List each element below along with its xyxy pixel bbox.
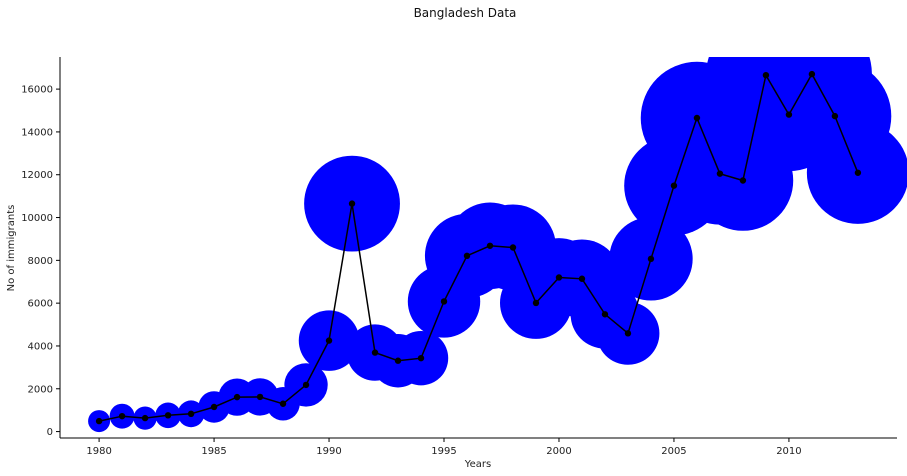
- x-tick-layer: 1980 1985 1990 1995 2000 2005 2010: [86, 438, 802, 457]
- y-tick-label: 8000: [28, 256, 53, 267]
- y-tick-label: 16000: [21, 85, 53, 96]
- y-tick-label: 0: [47, 427, 53, 438]
- y-tick-label: 4000: [28, 341, 53, 352]
- data-point: [601, 311, 609, 318]
- data-point: [233, 393, 241, 401]
- series-line: [98, 72, 859, 422]
- data-point: [279, 400, 287, 407]
- y-tick-label: 2000: [28, 384, 53, 395]
- x-tick-label: 1980: [86, 446, 111, 457]
- data-point: [118, 412, 126, 420]
- data-point: [256, 393, 264, 401]
- data-point: [716, 170, 724, 177]
- data-point: [578, 275, 586, 282]
- data-point: [164, 412, 172, 419]
- y-tick-label: 10000: [21, 213, 53, 224]
- x-tick-label: 2010: [776, 446, 801, 457]
- data-point: [371, 349, 379, 356]
- data-point: [486, 242, 494, 249]
- data-point: [187, 410, 195, 418]
- data-point: [555, 274, 563, 281]
- x-tick-label: 1995: [431, 446, 456, 457]
- data-point: [647, 255, 655, 263]
- data-point: [302, 381, 310, 389]
- bubble-layer: [88, 57, 907, 433]
- data-point: [624, 330, 632, 337]
- data-point: [532, 299, 540, 307]
- data-point: [141, 414, 149, 422]
- chart-title: Bangladesh Data: [414, 6, 517, 20]
- y-tick-label: 14000: [21, 127, 53, 138]
- x-tick-label: 1985: [201, 446, 226, 457]
- data-point: [210, 403, 218, 411]
- data-point: [394, 357, 402, 364]
- data-point: [693, 114, 701, 122]
- x-axis-label: Years: [464, 459, 491, 470]
- data-point: [854, 169, 862, 176]
- data-point: [785, 111, 793, 118]
- data-point: [831, 112, 839, 120]
- y-tick-label: 6000: [28, 299, 53, 310]
- data-point: [463, 252, 471, 260]
- data-point: [325, 337, 333, 344]
- data-point: [348, 200, 356, 207]
- x-tick-label: 2000: [546, 446, 571, 457]
- data-point: [670, 182, 678, 189]
- data-point: [739, 177, 747, 184]
- data-point: [509, 244, 517, 251]
- data-point: [95, 417, 103, 425]
- y-axis-label: No of immigrants: [6, 205, 17, 292]
- x-tick-label: 1990: [316, 446, 341, 457]
- point-layer: [95, 70, 862, 425]
- y-tick-label: 12000: [21, 170, 53, 181]
- data-point: [417, 354, 425, 362]
- data-point: [440, 298, 448, 305]
- y-tick-layer: 0 2000 4000 6000 8000 10000 12000 14000 16000: [21, 85, 60, 438]
- data-point: [762, 71, 770, 79]
- data-point: [808, 70, 816, 78]
- x-tick-label: 2005: [661, 446, 686, 457]
